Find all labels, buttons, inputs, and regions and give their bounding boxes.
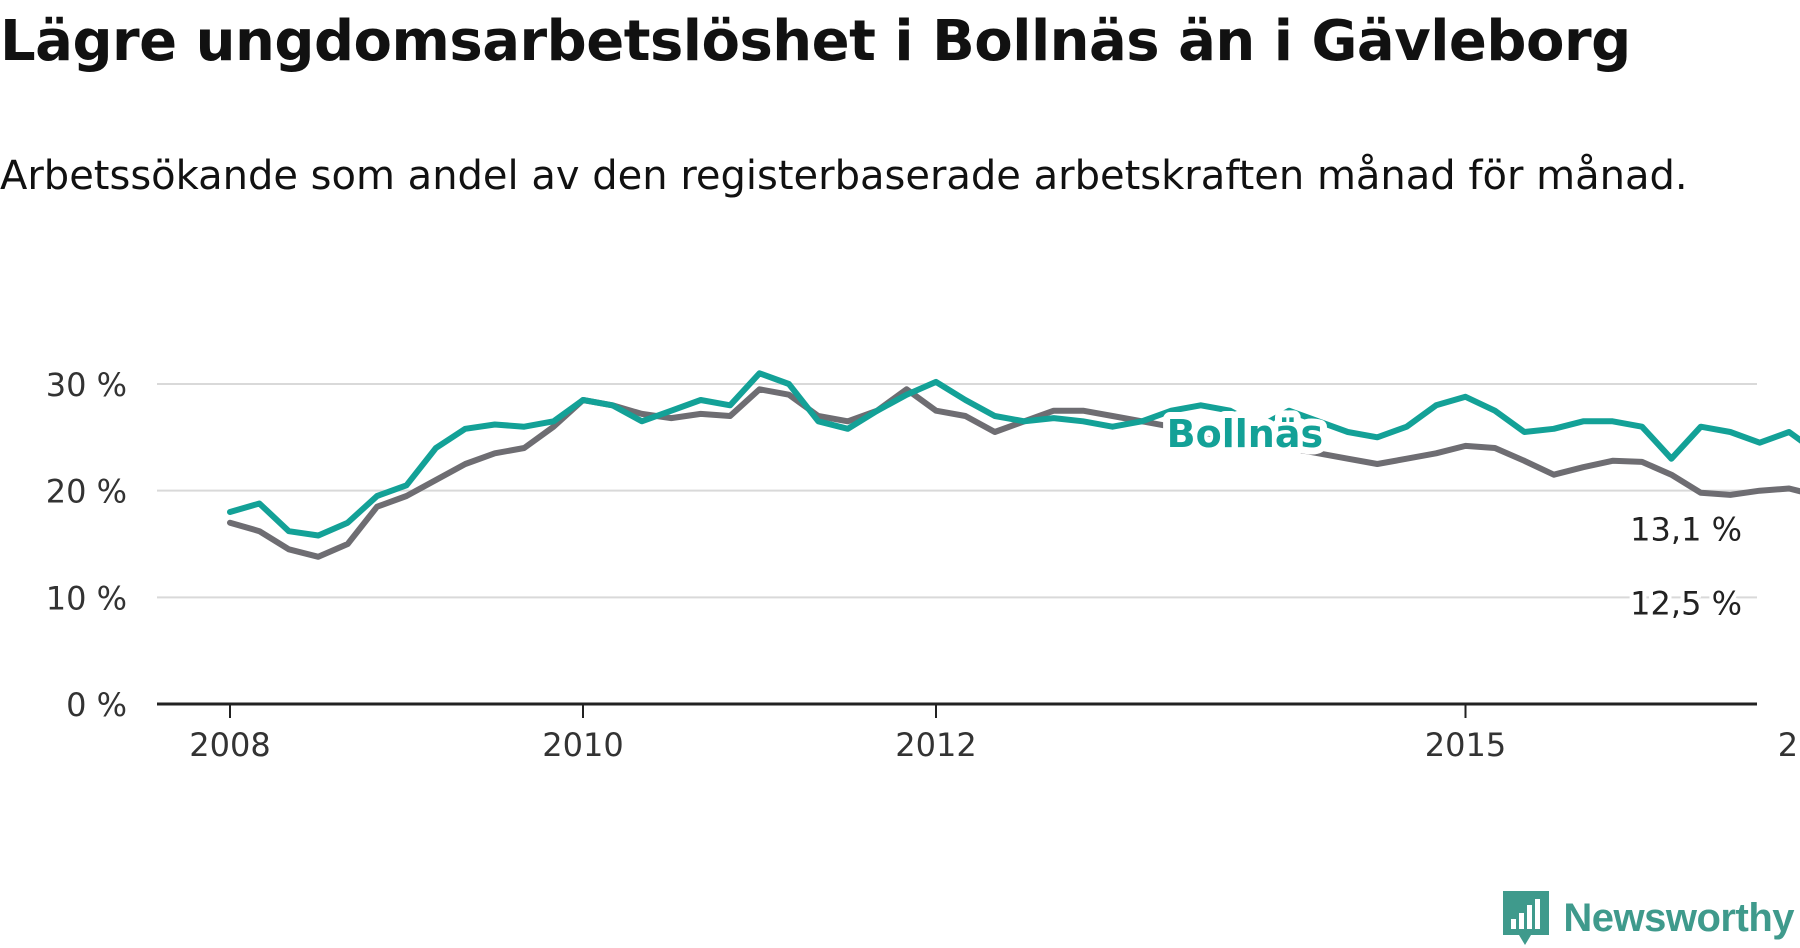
x-tick-label: 2010 xyxy=(542,726,623,764)
x-tick-label: 2015 xyxy=(1425,726,1506,764)
chart-title: Lägre ungdomsarbetslöshet i Bollnäs än i… xyxy=(0,9,1631,74)
end-value-label-bollnas: 12,5 % xyxy=(1630,585,1742,623)
chart-subtitle: Arbetssökande som andel av den registerb… xyxy=(0,153,1688,199)
line-chart: 0 %10 %20 %30 %2008201020122015201720202… xyxy=(46,366,1800,764)
series-labels: BollnäsGävleborg13,1 %12,5 % xyxy=(1160,405,1746,626)
newsworthy-logo-icon xyxy=(1503,891,1550,945)
axes: 0 %10 %20 %30 %2008201020122015201720202… xyxy=(46,366,1800,764)
end-value-label-gavleborg: 13,1 % xyxy=(1630,510,1742,548)
y-tick-label: 10 % xyxy=(46,579,127,617)
series-label-bollnas: Bollnäs xyxy=(1167,412,1323,456)
x-tick-label: 2012 xyxy=(895,726,976,764)
series-line-bollnas xyxy=(227,370,1800,539)
y-tick-label: 0 % xyxy=(66,686,127,724)
grid-lines xyxy=(157,383,1757,599)
newsworthy-brand[interactable]: Newsworthy xyxy=(1501,888,1794,948)
newsworthy-wordmark: Newsworthy xyxy=(1563,895,1794,940)
series-lines xyxy=(227,370,1800,560)
y-tick-label: 30 % xyxy=(46,366,127,404)
series-line-gavleborg xyxy=(227,386,1800,560)
x-tick-label: 2017 xyxy=(1778,726,1800,764)
y-tick-label: 20 % xyxy=(46,473,127,511)
x-tick-label: 2008 xyxy=(189,726,270,764)
